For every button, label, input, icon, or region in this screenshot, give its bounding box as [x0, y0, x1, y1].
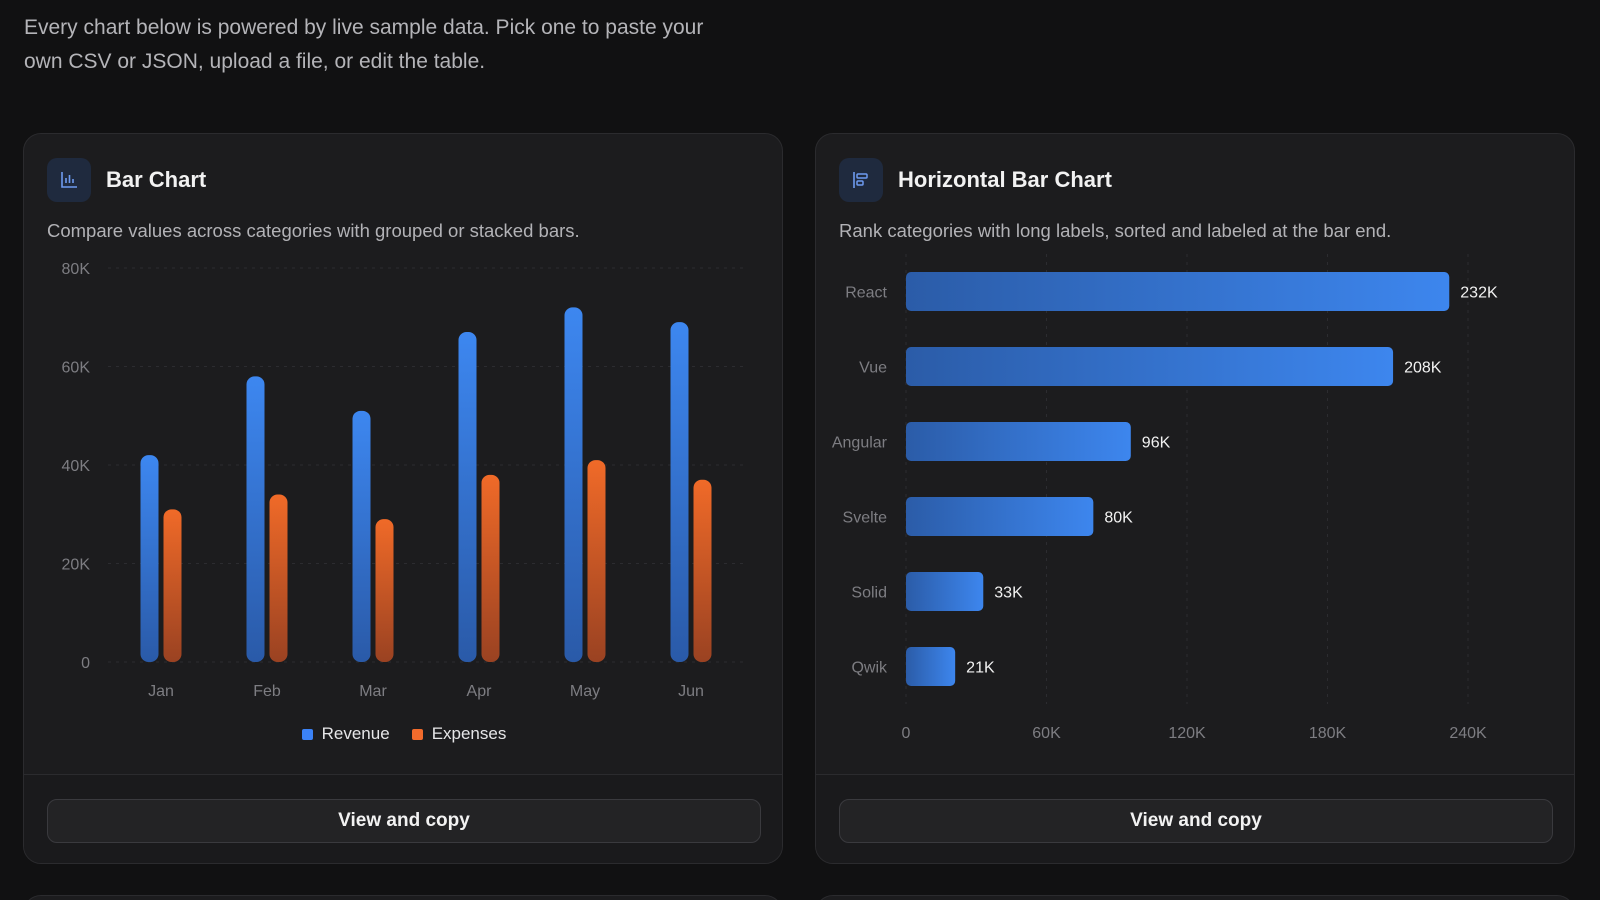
card-header: Bar Chart — [47, 158, 206, 202]
next-card-partial — [23, 895, 783, 900]
card-title: Horizontal Bar Chart — [898, 167, 1112, 192]
hbar — [906, 572, 984, 611]
y-tick-label: 60K — [62, 360, 91, 377]
x-tick-label: Feb — [253, 683, 281, 700]
horizontal-bar-chart: 0 60K 120K 180K 240K React 232K Vue 208K Angular 9… — [816, 254, 1574, 744]
y-tick-label: Angular — [832, 435, 888, 452]
card-footer: View and copy — [24, 774, 782, 863]
bar-end-label: 80K — [1104, 510, 1133, 527]
bar-end-label: 21K — [966, 660, 995, 677]
legend-item-revenue[interactable]: Revenue — [301, 724, 390, 744]
legend-label: Revenue — [321, 724, 390, 743]
y-tick-label: React — [845, 285, 887, 302]
bar-revenue — [352, 410, 371, 662]
y-tick-label: Qwik — [851, 660, 888, 677]
bar-chart-card: Bar Chart Compare values across categori… — [23, 133, 783, 864]
y-tick-label: Vue — [859, 360, 887, 377]
bar-chart-icon — [47, 158, 91, 202]
x-tick-label: 120K — [1168, 725, 1206, 742]
legend-label: Expenses — [431, 724, 507, 743]
x-tick-label: 0 — [902, 725, 911, 742]
legend-item-expenses[interactable]: Expenses — [411, 724, 507, 744]
card-description: Compare values across categories with gr… — [47, 220, 580, 241]
hbar — [906, 422, 1131, 461]
x-tick-label: 240K — [1449, 725, 1487, 742]
x-tick-label: Jan — [148, 683, 174, 700]
card-description: Rank categories with long labels, sorted… — [839, 220, 1392, 241]
bar-revenue — [670, 322, 689, 662]
card-title: Bar Chart — [106, 167, 207, 192]
bar-expenses — [163, 509, 182, 662]
horizontal-bar-chart-card: Horizontal Bar Chart Rank categories wit… — [815, 133, 1575, 864]
chart-legend: Revenue Expenses — [24, 724, 782, 744]
bar-revenue — [564, 307, 583, 662]
horizontal-bar-chart-icon — [839, 158, 883, 202]
bar-end-label: 33K — [994, 585, 1023, 602]
y-tick-label: 80K — [62, 261, 91, 278]
y-tick-label: 0 — [81, 655, 90, 672]
bar-chart-svg: 0 20K 40K 60K 80K Jan Feb Mar Apr May Jun — [62, 261, 744, 700]
hbar — [906, 647, 956, 686]
hbar — [906, 497, 1094, 536]
x-tick-label: Jun — [678, 683, 704, 700]
x-tick-label: 180K — [1309, 725, 1347, 742]
legend-swatch-revenue — [301, 728, 313, 740]
bar-expenses — [693, 479, 712, 662]
bar-end-label: 96K — [1142, 435, 1171, 452]
horizontal-bar-chart-svg: 0 60K 120K 180K 240K React 232K Vue 208K Angular 9… — [832, 254, 1498, 742]
x-tick-label: Mar — [359, 683, 387, 700]
bar-revenue — [458, 332, 477, 662]
bar-revenue — [246, 376, 265, 662]
next-card-partial — [815, 895, 1575, 900]
hbar — [906, 272, 1450, 311]
y-tick-label: 40K — [62, 458, 91, 475]
bar-expenses — [269, 494, 288, 662]
bar-revenue — [140, 455, 159, 662]
view-and-copy-button[interactable]: View and copy — [839, 799, 1553, 843]
x-tick-label: May — [570, 683, 600, 700]
bar-expenses — [587, 460, 606, 662]
legend-swatch-expenses — [411, 728, 423, 740]
bar-end-label: 208K — [1404, 360, 1442, 377]
bar-expenses — [481, 474, 500, 662]
x-tick-label: 60K — [1032, 725, 1061, 742]
bar-end-label: 232K — [1460, 285, 1498, 302]
y-tick-label: Solid — [851, 585, 887, 602]
card-footer: View and copy — [816, 774, 1574, 863]
card-header: Horizontal Bar Chart — [839, 158, 1112, 202]
y-tick-label: Svelte — [843, 510, 888, 527]
x-tick-label: Apr — [467, 683, 493, 700]
bar-expenses — [375, 519, 394, 662]
hbar — [906, 347, 1394, 386]
bar-chart: 0 20K 40K 60K 80K Jan Feb Mar Apr May Jun — [24, 254, 782, 744]
intro-text: Every chart below is powered by live sam… — [24, 16, 704, 73]
view-and-copy-button[interactable]: View and copy — [47, 799, 761, 843]
y-tick-label: 20K — [62, 557, 91, 574]
